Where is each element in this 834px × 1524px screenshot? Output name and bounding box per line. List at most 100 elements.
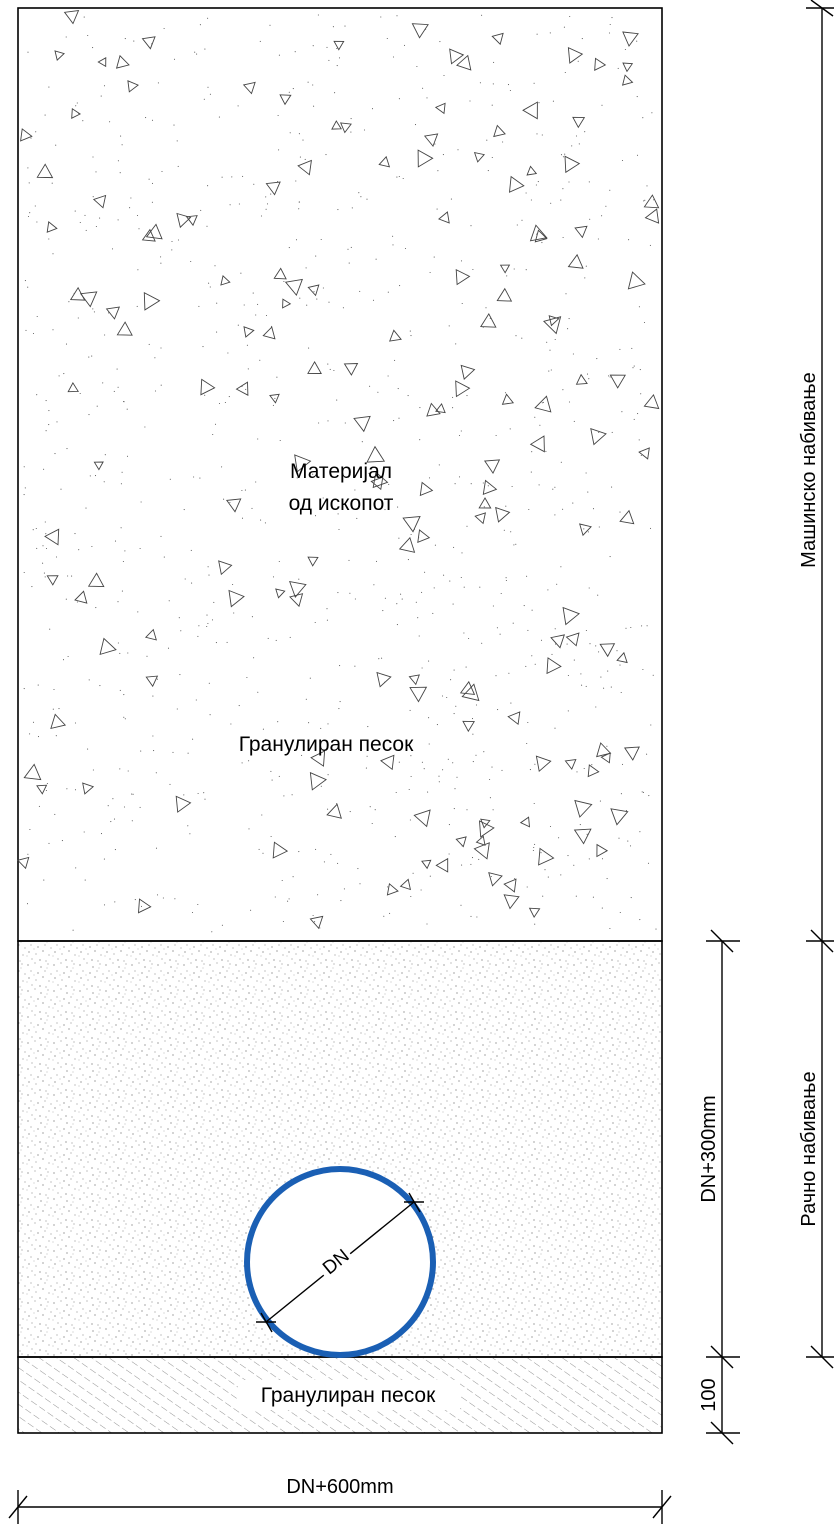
aggregate-dot: [640, 454, 642, 457]
aggregate-dot: [534, 663, 536, 665]
aggregate-dot: [508, 672, 510, 674]
aggregate-dot: [599, 800, 601, 802]
aggregate-dot: [461, 552, 463, 554]
aggregate-dot: [470, 863, 472, 865]
aggregate-triangle: [243, 326, 255, 338]
aggregate-dot: [540, 852, 542, 854]
aggregate-dot: [471, 857, 474, 859]
aggregate-dot: [619, 348, 621, 350]
aggregate-dot: [78, 549, 80, 551]
aggregate-triangle: [23, 763, 42, 781]
aggregate-dot: [233, 612, 235, 614]
aggregate-triangle: [297, 159, 312, 176]
aggregate-dot: [27, 286, 29, 288]
aggregate-dot: [433, 587, 435, 589]
aggregate-triangle: [519, 816, 531, 828]
aggregate-dot: [123, 806, 126, 808]
aggregate-dot: [283, 280, 285, 283]
aggregate-dot: [283, 795, 285, 797]
aggregate-triangle: [265, 181, 281, 196]
aggregate-dot: [568, 401, 571, 403]
aggregate-triangle: [449, 48, 465, 65]
aggregate-triangle: [294, 454, 312, 473]
aggregate-dot: [585, 629, 587, 632]
aggregate-dot: [514, 877, 516, 880]
aggregate-dot: [259, 40, 261, 42]
aggregate-dot: [619, 511, 621, 513]
aggregate-dot: [138, 228, 140, 230]
aggregate-triangle: [339, 122, 352, 134]
aggregate-dot: [581, 684, 583, 686]
aggregate-dot: [160, 347, 162, 349]
aggregate-dot: [216, 331, 218, 333]
aggregate-dot: [207, 17, 209, 19]
aggregate-dot: [137, 269, 139, 271]
aggregate-dot: [264, 522, 266, 524]
aggregate-dot: [569, 15, 571, 18]
aggregate-dot: [608, 32, 611, 34]
aggregate-dot: [65, 598, 67, 600]
aggregate-dot: [525, 269, 527, 271]
aggregate-dot: [298, 578, 300, 580]
aggregate-dot: [326, 619, 328, 621]
aggregate-dot: [419, 439, 421, 441]
aggregate-dot: [479, 586, 481, 588]
aggregate-dot: [317, 894, 319, 896]
aggregate-dot: [114, 901, 116, 903]
aggregate-dot: [114, 849, 116, 851]
aggregate-dot: [521, 337, 523, 339]
aggregate-dot: [344, 25, 346, 27]
aggregate-dot: [48, 410, 50, 412]
aggregate-dot: [350, 131, 352, 133]
aggregate-triangle: [97, 57, 107, 68]
aggregate-dot: [172, 751, 174, 753]
aggregate-triangle: [79, 291, 98, 308]
aggregate-dot: [314, 921, 316, 923]
aggregate-triangle: [225, 498, 242, 513]
aggregate-dot: [259, 359, 261, 361]
sand-bedding-label: Гранулиран песок: [261, 1384, 436, 1407]
aggregate-dot: [489, 797, 491, 799]
aggregate-dot: [167, 647, 170, 649]
aggregate-dot: [640, 393, 642, 395]
aggregate-dot: [199, 477, 201, 479]
aggregate-dot: [241, 489, 243, 492]
aggregate-dot: [409, 330, 411, 332]
aggregate-dot: [120, 527, 122, 529]
aggregate-triangle: [508, 175, 525, 193]
aggregate-dot: [88, 356, 90, 358]
aggregate-dot: [547, 876, 549, 878]
aggregate-triangle: [610, 808, 629, 826]
aggregate-dot: [43, 879, 45, 881]
aggregate-dot: [296, 477, 298, 479]
aggregate-dot: [384, 681, 386, 683]
aggregate-dot: [230, 723, 232, 725]
aggregate-dot: [554, 486, 556, 488]
aggregate-dot: [77, 317, 79, 319]
aggregate-dot: [533, 82, 535, 84]
aggregate-dot: [598, 431, 600, 433]
aggregate-dot: [202, 346, 204, 348]
aggregate-dot: [340, 900, 342, 902]
aggregate-triangle: [462, 720, 475, 733]
aggregate-dot: [351, 207, 353, 209]
aggregate-dot: [550, 369, 552, 371]
aggregate-dot: [513, 268, 515, 270]
aggregate-dot: [291, 794, 293, 796]
aggregate-dot: [278, 149, 280, 151]
aggregate-dot: [117, 386, 119, 388]
aggregate-dot: [318, 422, 320, 424]
aggregate-dot: [79, 392, 81, 395]
aggregate-dot: [137, 611, 139, 613]
aggregate-dot: [428, 477, 431, 479]
aggregate-dot: [398, 761, 400, 763]
aggregate-dot: [387, 886, 389, 888]
aggregate-dot: [42, 562, 44, 564]
aggregate-dot: [584, 277, 586, 279]
aggregate-dot: [322, 287, 324, 289]
aggregate-dot: [140, 501, 142, 503]
aggregate-dot: [372, 299, 375, 301]
aggregate-dot: [203, 98, 205, 100]
aggregate-triangle: [144, 628, 157, 641]
aggregate-triangle: [378, 155, 391, 168]
